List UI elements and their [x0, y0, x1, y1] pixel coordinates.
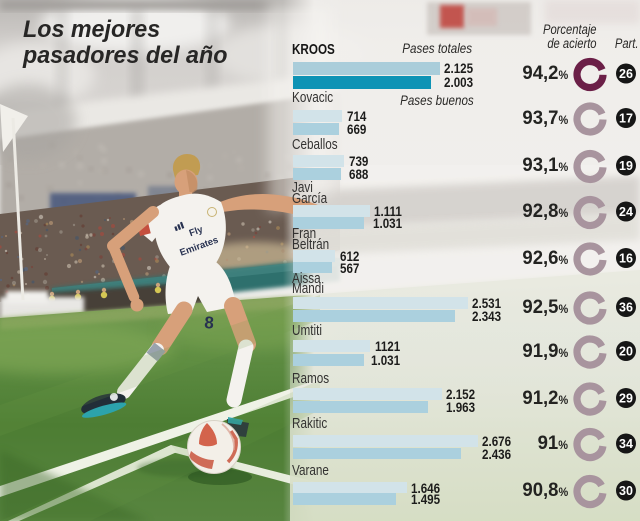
svg-text:16: 16 — [619, 251, 633, 265]
svg-text:Fly: Fly — [188, 224, 205, 239]
svg-text:19: 19 — [619, 159, 633, 173]
svg-text:26: 26 — [619, 67, 633, 81]
svg-text:30: 30 — [619, 484, 633, 498]
svg-text:8: 8 — [204, 313, 215, 333]
svg-text:24: 24 — [619, 205, 633, 219]
svg-text:36: 36 — [619, 300, 633, 314]
svg-text:20: 20 — [619, 344, 633, 358]
svg-text:17: 17 — [619, 111, 633, 125]
svg-text:29: 29 — [619, 391, 633, 405]
svg-text:34: 34 — [619, 437, 633, 451]
